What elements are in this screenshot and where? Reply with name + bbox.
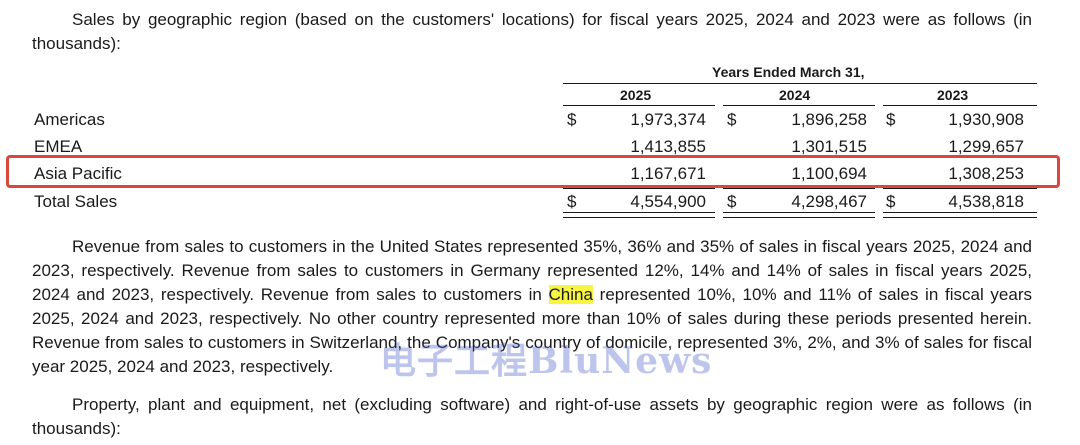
total-double-rule-2023 xyxy=(883,212,1037,218)
row-label-asia-pacific: Asia Pacific xyxy=(34,164,122,183)
cell-americas-2025: 1,973,374 xyxy=(630,110,706,129)
currency-symbol: $ xyxy=(567,110,577,129)
ppe-paragraph: Property, plant and equipment, net (excl… xyxy=(32,395,1032,438)
cell-emea-2025: 1,413,855 xyxy=(630,137,706,156)
total-double-rule-2024 xyxy=(723,212,875,218)
currency-symbol: $ xyxy=(727,192,737,211)
period-header: Years Ended March 31, xyxy=(712,64,865,80)
row-label-emea: EMEA xyxy=(34,137,83,156)
cell-americas-2023: 1,930,908 xyxy=(948,110,1024,129)
asia-pacific-highlight-box xyxy=(6,155,1060,188)
row-label-total-sales: Total Sales xyxy=(34,192,118,211)
currency-symbol: $ xyxy=(567,192,577,211)
cell-total-2023: 4,538,818 xyxy=(948,192,1024,211)
row-label-americas: Americas xyxy=(34,110,105,129)
header-rule xyxy=(563,83,1037,84)
year-rule-2025 xyxy=(563,105,715,106)
subtotal-rule-2024 xyxy=(723,188,875,189)
sales-by-region-table: Years Ended March 31, 2025 2024 2023 Ame… xyxy=(34,64,1037,218)
subtotal-rule-2025 xyxy=(563,188,715,189)
intro-paragraph: Sales by geographic region (based on the… xyxy=(32,10,1032,53)
year-header-2023: 2023 xyxy=(937,87,969,103)
cell-asia-pacific-2023: 1,308,253 xyxy=(948,164,1024,183)
year-header-2025: 2025 xyxy=(620,87,652,103)
cell-emea-2024: 1,301,515 xyxy=(791,137,867,156)
watermark: 电子工程BluNews xyxy=(380,340,713,382)
revenue-paragraph: Revenue from sales to customers in the U… xyxy=(32,235,1032,379)
year-rule-2023 xyxy=(883,105,1037,106)
cell-total-2024: 4,298,467 xyxy=(791,192,867,211)
currency-symbol: $ xyxy=(886,192,896,211)
currency-symbol: $ xyxy=(886,110,896,129)
cell-asia-pacific-2024: 1,100,694 xyxy=(791,164,867,183)
cell-emea-2023: 1,299,657 xyxy=(948,137,1024,156)
year-header-2024: 2024 xyxy=(779,87,811,103)
currency-symbol: $ xyxy=(727,110,737,129)
year-rule-2024 xyxy=(723,105,875,106)
total-double-rule-2025 xyxy=(563,212,715,218)
subtotal-rule-2023 xyxy=(883,188,1037,189)
cell-total-2025: 4,554,900 xyxy=(630,192,706,211)
china-highlight: China xyxy=(548,285,593,304)
revenue-text-before: Revenue from sales to customers in the U… xyxy=(32,237,1032,304)
cell-asia-pacific-2025: 1,167,671 xyxy=(630,164,706,183)
cell-americas-2024: 1,896,258 xyxy=(791,110,867,129)
revenue-text-after: represented 10%, 10% and 11% of sales in… xyxy=(32,285,1032,376)
